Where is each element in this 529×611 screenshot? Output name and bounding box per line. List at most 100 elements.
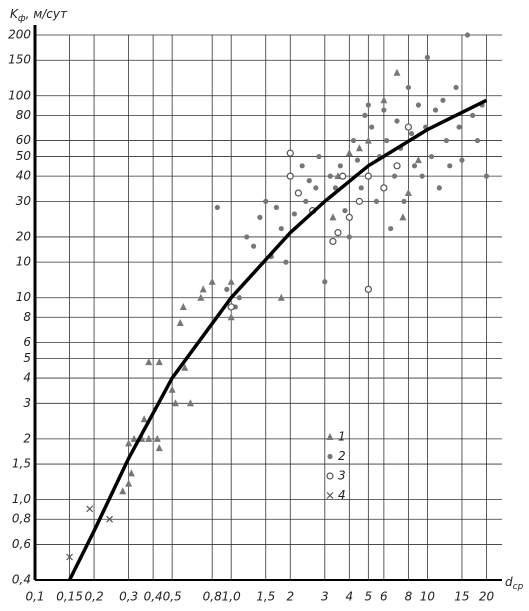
ring-point bbox=[227, 303, 235, 311]
dot-point bbox=[440, 97, 446, 103]
triangle-point bbox=[145, 358, 153, 366]
x-tick-label: 0,8 bbox=[203, 590, 222, 604]
y-tick-label: 2 bbox=[23, 431, 31, 445]
dot-point bbox=[483, 173, 490, 179]
dot-point bbox=[432, 107, 439, 113]
dot-point bbox=[459, 157, 465, 163]
dot-point bbox=[346, 234, 352, 240]
triangle-point bbox=[355, 144, 363, 152]
dot-point bbox=[283, 259, 289, 265]
dot-point bbox=[278, 225, 284, 232]
x-tick-label: 0,2 bbox=[85, 590, 104, 604]
dot-point bbox=[337, 163, 343, 169]
triangle-point bbox=[380, 96, 388, 104]
triangle-point bbox=[145, 434, 153, 442]
dot-point bbox=[394, 118, 400, 124]
triangle-point bbox=[208, 277, 216, 285]
dot-point bbox=[456, 124, 462, 130]
dot-point bbox=[236, 295, 242, 301]
dot-point bbox=[384, 137, 390, 144]
legend-label: 4 bbox=[338, 488, 346, 502]
triangle-point bbox=[364, 136, 372, 144]
triangle-point bbox=[186, 399, 194, 407]
dot-point bbox=[342, 208, 348, 214]
y-tick-label: 10 bbox=[16, 255, 32, 269]
x-tick-label: 6 bbox=[380, 590, 388, 604]
dot-point bbox=[373, 198, 380, 204]
dot-point bbox=[322, 279, 328, 285]
triangle-point bbox=[414, 156, 422, 164]
y-label-unit: , м/сут bbox=[26, 7, 68, 21]
y-tick-label: 8 bbox=[23, 310, 31, 324]
dot-point bbox=[244, 234, 250, 240]
dot-point bbox=[214, 204, 220, 211]
triangle-point bbox=[227, 313, 235, 321]
dot-point bbox=[453, 84, 459, 91]
triangle-point bbox=[197, 293, 205, 301]
legend-label: 1 bbox=[338, 430, 346, 444]
dot-point bbox=[362, 112, 368, 118]
dot-point bbox=[436, 185, 442, 191]
y-tick-label: 0,6 bbox=[12, 537, 31, 551]
dot-point bbox=[273, 204, 280, 211]
y-tick-label: 40 bbox=[16, 169, 32, 183]
dot-point bbox=[224, 286, 230, 292]
cross-point bbox=[106, 515, 114, 523]
dot-point bbox=[369, 124, 375, 130]
dot-point bbox=[419, 173, 425, 179]
x-tick-label: 1,0 bbox=[222, 590, 241, 604]
ring-point bbox=[364, 285, 372, 293]
y-tick-label: 100 bbox=[8, 88, 31, 102]
dot-point bbox=[313, 185, 319, 191]
triangle-point bbox=[125, 479, 133, 487]
y-tick-label: 80 bbox=[16, 108, 32, 122]
dot-point bbox=[411, 163, 418, 169]
y-tick-label: 3 bbox=[23, 396, 31, 410]
x-tick-label: 20 bbox=[479, 590, 495, 604]
triangle-point bbox=[168, 385, 176, 393]
ring-point bbox=[329, 237, 337, 246]
dot-point bbox=[257, 214, 263, 220]
dot-point bbox=[365, 102, 371, 108]
dot-point bbox=[408, 130, 415, 137]
dot-point bbox=[306, 178, 312, 184]
dot-point bbox=[299, 163, 305, 169]
ring-point bbox=[404, 123, 412, 131]
y-tick-label: 0,4 bbox=[12, 573, 31, 587]
y-tick-label: 4 bbox=[23, 371, 31, 385]
triangle-point bbox=[179, 302, 187, 310]
y-axis-label: Kф, м/сут bbox=[10, 7, 68, 24]
dot-point bbox=[464, 32, 471, 38]
triangle-point bbox=[277, 293, 285, 301]
dot-point bbox=[388, 225, 394, 232]
y-tick-label: 20 bbox=[16, 229, 32, 243]
y-tick-label: 200 bbox=[8, 28, 31, 42]
dot-point bbox=[415, 102, 422, 108]
dot-point bbox=[391, 173, 398, 179]
x-tick-label: 2 bbox=[286, 590, 294, 604]
x-tick-label: 0,1 bbox=[25, 590, 44, 604]
legend-marker bbox=[326, 492, 334, 499]
triangle-point bbox=[227, 277, 235, 285]
triangle-point bbox=[199, 285, 207, 293]
y-label-sub: ф bbox=[18, 14, 26, 24]
x-tick-label: 3 bbox=[321, 590, 329, 604]
ring-point bbox=[364, 172, 372, 180]
triangle-point bbox=[140, 415, 148, 423]
x-axis-label: dср bbox=[505, 575, 524, 592]
y-tick-label: 0,8 bbox=[12, 512, 31, 526]
dot-point bbox=[332, 185, 339, 191]
dot-point bbox=[428, 153, 435, 160]
dot-point bbox=[443, 137, 450, 144]
x-tick-label: 8 bbox=[405, 590, 413, 604]
triangle-point bbox=[155, 358, 163, 366]
triangle-point bbox=[125, 439, 133, 447]
ring-point bbox=[380, 184, 388, 192]
triangle-point bbox=[155, 444, 163, 452]
triangle-point bbox=[176, 318, 184, 326]
dot-point bbox=[303, 198, 309, 204]
y-tick-label: 60 bbox=[16, 133, 32, 147]
y-tick-label: 6 bbox=[23, 335, 31, 349]
triangle-point bbox=[329, 213, 337, 221]
